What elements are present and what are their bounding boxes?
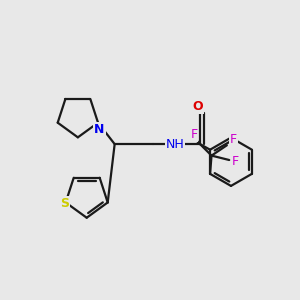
Text: O: O: [193, 100, 203, 113]
Text: N: N: [94, 123, 105, 136]
Text: F: F: [190, 128, 197, 141]
Text: F: F: [230, 133, 237, 146]
Text: F: F: [232, 155, 239, 168]
Text: S: S: [60, 197, 69, 210]
Text: NH: NH: [166, 138, 184, 151]
